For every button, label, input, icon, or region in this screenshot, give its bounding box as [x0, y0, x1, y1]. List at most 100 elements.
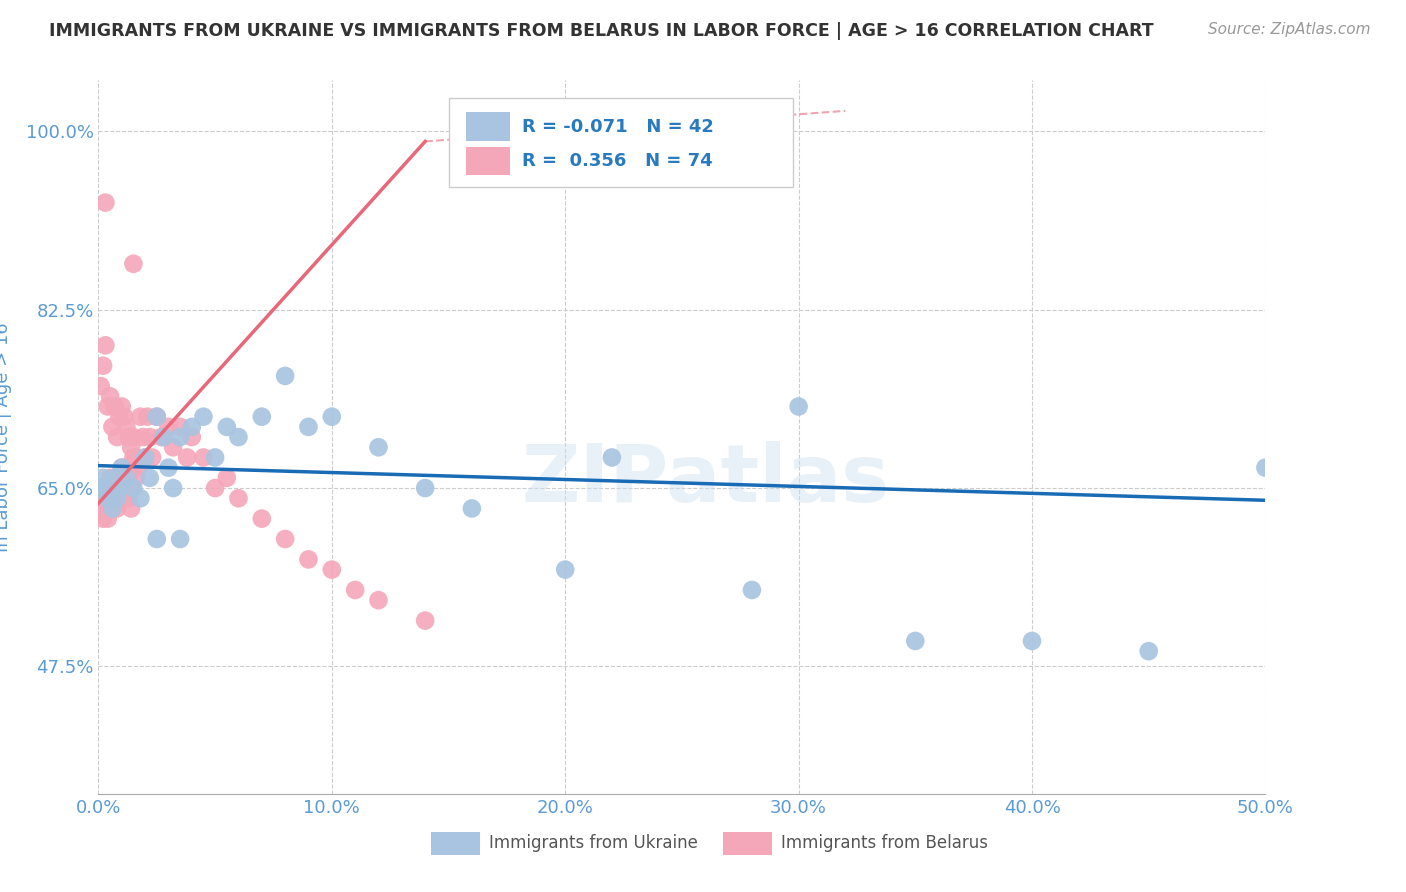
Point	[101, 501, 124, 516]
Point	[105, 430, 128, 444]
FancyBboxPatch shape	[465, 146, 510, 175]
Text: R = -0.071   N = 42: R = -0.071 N = 42	[522, 118, 714, 136]
Point	[600, 450, 623, 465]
Point	[204, 481, 226, 495]
Point	[104, 491, 127, 506]
Point	[367, 440, 389, 454]
Point	[204, 450, 226, 465]
Point	[90, 481, 112, 495]
Point	[97, 491, 120, 506]
Point	[169, 430, 191, 444]
Point	[193, 450, 215, 465]
Point	[1254, 460, 1277, 475]
Point	[108, 491, 131, 506]
Point	[139, 471, 162, 485]
Point	[101, 481, 124, 495]
Point	[250, 409, 273, 424]
Point	[105, 501, 128, 516]
Point	[98, 471, 121, 485]
Point	[152, 430, 174, 444]
Point	[94, 481, 117, 495]
Point	[108, 471, 131, 485]
Point	[274, 532, 297, 546]
Point	[180, 420, 202, 434]
Text: Immigrants from Belarus: Immigrants from Belarus	[782, 834, 988, 852]
Point	[461, 501, 484, 516]
Point	[344, 582, 367, 597]
Point	[101, 501, 124, 516]
Point	[228, 491, 250, 506]
Point	[134, 450, 156, 465]
Point	[91, 471, 114, 485]
Point	[122, 450, 145, 465]
Point	[90, 501, 112, 516]
Point	[146, 532, 169, 546]
Point	[120, 440, 142, 454]
Point	[554, 563, 576, 577]
Point	[90, 379, 112, 393]
Point	[111, 481, 134, 495]
Point	[118, 471, 141, 485]
Point	[146, 409, 169, 424]
Point	[91, 491, 114, 506]
Point	[134, 450, 156, 465]
Point	[180, 430, 202, 444]
Point	[98, 481, 121, 495]
Point	[129, 491, 152, 506]
Point	[215, 471, 238, 485]
Point	[91, 359, 114, 373]
Point	[104, 400, 127, 414]
Point	[111, 460, 134, 475]
Point	[97, 491, 120, 506]
Point	[741, 582, 763, 597]
Point	[115, 481, 138, 495]
FancyBboxPatch shape	[465, 112, 510, 141]
Point	[129, 409, 152, 424]
Point	[1021, 634, 1043, 648]
Point	[101, 420, 124, 434]
Point	[193, 409, 215, 424]
Point	[904, 634, 927, 648]
FancyBboxPatch shape	[432, 831, 479, 855]
Point	[136, 409, 159, 424]
Point	[157, 420, 180, 434]
Point	[94, 481, 117, 495]
Point	[215, 420, 238, 434]
Point	[125, 471, 148, 485]
Point	[321, 409, 343, 424]
Y-axis label: In Labor Force | Age > 16: In Labor Force | Age > 16	[0, 322, 11, 552]
Point	[104, 471, 127, 485]
Point	[111, 400, 134, 414]
Point	[162, 481, 184, 495]
FancyBboxPatch shape	[723, 831, 772, 855]
Point	[141, 450, 163, 465]
Point	[112, 409, 135, 424]
Point	[297, 552, 319, 566]
Point	[105, 491, 128, 506]
Point	[108, 481, 131, 495]
Point	[115, 420, 138, 434]
Point	[112, 471, 135, 485]
Point	[104, 471, 127, 485]
Point	[139, 430, 162, 444]
FancyBboxPatch shape	[449, 98, 793, 187]
Point	[120, 481, 142, 495]
Point	[228, 430, 250, 444]
Point	[108, 409, 131, 424]
Point	[274, 368, 297, 383]
Point	[125, 450, 148, 465]
Point	[127, 460, 149, 475]
Point	[367, 593, 389, 607]
Point	[1137, 644, 1160, 658]
Point	[115, 471, 138, 485]
Point	[98, 389, 121, 403]
Point	[98, 491, 121, 506]
Point	[112, 491, 135, 506]
Point	[297, 420, 319, 434]
Text: Source: ZipAtlas.com: Source: ZipAtlas.com	[1208, 22, 1371, 37]
Text: R =  0.356   N = 74: R = 0.356 N = 74	[522, 152, 713, 169]
Point	[250, 511, 273, 525]
Point	[321, 563, 343, 577]
Text: ZIPatlas: ZIPatlas	[522, 441, 890, 519]
Point	[169, 532, 191, 546]
